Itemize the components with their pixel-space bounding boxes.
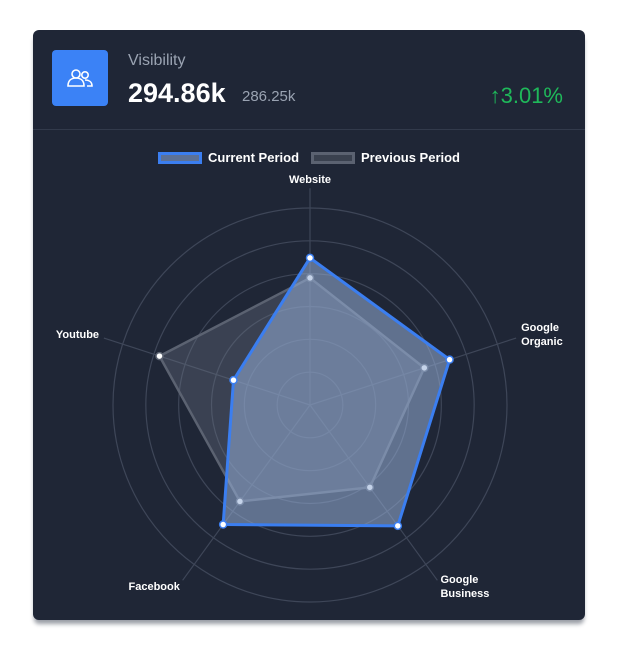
series-area [221,256,452,528]
axis-label: Google Business [440,574,490,601]
data-point [305,253,315,263]
change: ↑3.01% [490,83,563,109]
data-point [445,355,454,364]
data-point [155,351,164,361]
data-point [218,520,228,529]
legend: Current Period Previous Period [33,150,585,165]
legend-item: Current Period [158,150,299,165]
axis-label: Website [289,174,331,186]
legend-item: Previous Period [311,150,460,165]
axis-label: Google Organic [521,322,563,349]
users-icon [67,69,93,87]
metric-title: Visibility [128,52,186,69]
data-point [229,375,238,385]
metric-value: 294.86k [128,78,226,108]
previous-value: 286.25k [242,88,296,105]
legend-label: Previous Period [361,150,460,165]
separator [33,129,585,130]
legend-swatch [158,151,202,164]
up-arrow: ↑ [489,83,501,108]
icon [52,50,108,106]
axis-label: Facebook [128,581,180,594]
legend-swatch [311,151,356,164]
axis-label: Youtube [55,329,100,342]
data-point [393,521,403,531]
card: Visibility 294.86k 286.25k ↑3.01% Curren… [33,30,585,620]
change-value: 3.01% [500,83,563,108]
legend-label: Current Period [208,150,300,165]
radar-chart [103,188,517,603]
